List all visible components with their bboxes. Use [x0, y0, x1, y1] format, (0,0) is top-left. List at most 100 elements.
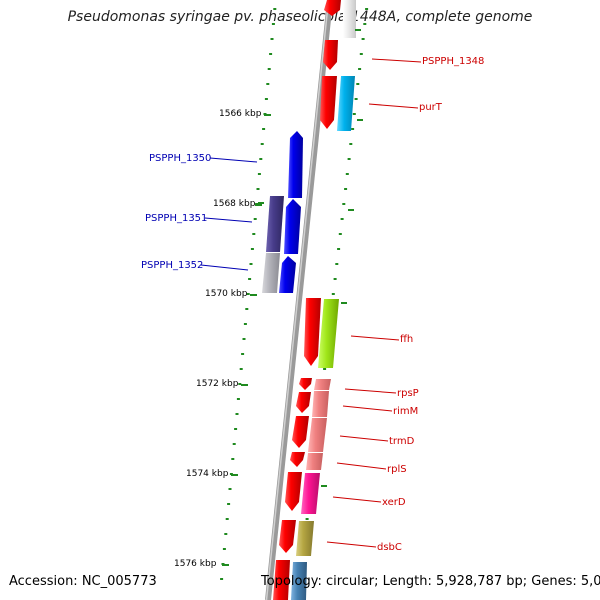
- scale-label: 1566 kbp: [219, 109, 262, 119]
- reverse-cds-track: [262, 131, 303, 293]
- track-dot: [365, 8, 369, 10]
- gene-block[interactable]: [318, 299, 339, 368]
- accession-label: Accession: NC_005773: [9, 574, 157, 589]
- track-dot: [250, 248, 254, 250]
- track-dot: [256, 188, 260, 190]
- track-dot: [271, 23, 275, 25]
- scale-label: 1572 kbp: [196, 379, 239, 389]
- gene-label-rimm[interactable]: rimM: [393, 406, 418, 417]
- gene-arrow[interactable]: [324, 0, 341, 16]
- track-dot: [331, 293, 335, 295]
- gene-block[interactable]: [312, 391, 329, 417]
- gene-block[interactable]: [296, 521, 314, 556]
- reverse-label-leaders: [200, 157, 258, 271]
- track-dot: [269, 53, 273, 55]
- track-dot: [236, 398, 240, 400]
- track-dot: [359, 53, 363, 55]
- track-dot: [358, 68, 362, 70]
- track-dot: [243, 323, 247, 325]
- gene-label-dsbc[interactable]: dsbC: [377, 542, 402, 553]
- track-dot: [363, 23, 367, 25]
- gene-boundary-marks: [258, 29, 363, 487]
- gene-label-purt[interactable]: purT: [419, 102, 443, 113]
- gene-arrow[interactable]: [284, 199, 301, 254]
- track-dot: [270, 38, 274, 40]
- track-dot: [241, 353, 245, 355]
- gene-arrow[interactable]: [304, 298, 321, 366]
- track-dot: [249, 263, 253, 265]
- track-dot: [361, 38, 365, 40]
- track-dot: [259, 158, 263, 160]
- track-dot: [232, 443, 236, 445]
- gene-block[interactable]: [262, 253, 280, 293]
- gene-label-ffh[interactable]: ffh: [400, 334, 413, 345]
- gene-label-trmd[interactable]: trmD: [389, 436, 415, 447]
- gene-arrow[interactable]: [296, 392, 311, 413]
- gene-label-pspph-1352[interactable]: PSPPH_1352: [141, 260, 203, 271]
- track-dot: [354, 98, 358, 100]
- gene-label-pspph-1351[interactable]: PSPPH_1351: [145, 213, 207, 224]
- gene-block[interactable]: [301, 473, 320, 514]
- forward-cog-track: [291, 0, 356, 600]
- track-dot: [235, 413, 239, 415]
- backbone-line: [265, 0, 333, 600]
- gene-arrow[interactable]: [290, 452, 305, 467]
- forward-label-leaders: [326, 58, 422, 548]
- track-dot: [342, 203, 346, 205]
- gene-block[interactable]: [343, 0, 356, 38]
- gene-block[interactable]: [306, 453, 323, 470]
- track-dot: [347, 158, 351, 160]
- track-dot: [253, 218, 257, 220]
- gene-block[interactable]: [266, 196, 284, 252]
- gene-label-rpls[interactable]: rplS: [387, 464, 407, 475]
- track-dot: [344, 188, 348, 190]
- scale-label: 1570 kbp: [205, 289, 248, 299]
- scale-tick-marks: [222, 114, 271, 566]
- gene-arrow[interactable]: [299, 378, 312, 390]
- track-dot: [228, 488, 232, 490]
- track-dot: [227, 503, 231, 505]
- track-dot: [333, 278, 337, 280]
- track-dot: [245, 308, 249, 310]
- track-dot: [248, 278, 252, 280]
- gene-arrow[interactable]: [323, 40, 338, 70]
- gene-block[interactable]: [291, 562, 307, 600]
- track-dot: [234, 428, 238, 430]
- track-dot: [222, 548, 226, 550]
- track-dot: [349, 143, 353, 145]
- track-dot: [273, 8, 277, 10]
- gene-arrow[interactable]: [273, 560, 290, 600]
- gene-label-pspph-1350[interactable]: PSPPH_1350: [149, 153, 211, 164]
- forward-cds-track: [273, 0, 341, 600]
- track-dot: [242, 338, 246, 340]
- scale-label: 1574 kbp: [186, 469, 229, 479]
- gene-block[interactable]: [337, 76, 355, 131]
- gene-arrow[interactable]: [279, 256, 296, 293]
- gene-label-xerd[interactable]: xerD: [382, 497, 406, 508]
- gene-label-rpsp[interactable]: rpsP: [397, 388, 419, 399]
- gene-arrow[interactable]: [285, 472, 302, 511]
- track-dot: [266, 83, 270, 85]
- gene-arrow[interactable]: [292, 416, 309, 448]
- track-dot: [323, 368, 327, 370]
- gene-block[interactable]: [308, 418, 327, 452]
- gene-arrow[interactable]: [288, 131, 303, 198]
- gene-arrow[interactable]: [279, 520, 296, 553]
- track-dot: [262, 128, 266, 130]
- track-dot: [340, 218, 344, 220]
- scale-label: 1568 kbp: [213, 199, 256, 209]
- gene-label-pspph-1348[interactable]: PSPPH_1348: [422, 56, 484, 67]
- track-dot: [260, 143, 264, 145]
- track-dot: [252, 233, 256, 235]
- map-title: Pseudomonas syringae pv. phaseolicola 14…: [67, 9, 533, 25]
- gc-dotted-track-left: [220, 8, 277, 580]
- gene-arrow[interactable]: [320, 76, 337, 129]
- track-dot: [352, 113, 356, 115]
- track-dot: [335, 263, 339, 265]
- gene-block[interactable]: [314, 379, 331, 390]
- track-dot: [345, 173, 349, 175]
- track-dot: [264, 98, 268, 100]
- track-dot: [246, 293, 250, 295]
- track-dot: [337, 248, 341, 250]
